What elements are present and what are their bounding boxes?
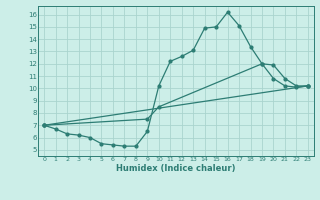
X-axis label: Humidex (Indice chaleur): Humidex (Indice chaleur)	[116, 164, 236, 173]
